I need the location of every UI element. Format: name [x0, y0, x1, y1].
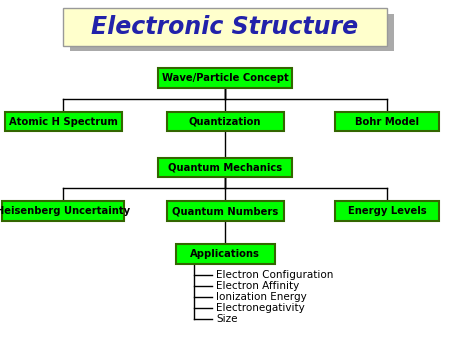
FancyBboxPatch shape	[70, 14, 394, 51]
Text: Ionization Energy: Ionization Energy	[216, 292, 307, 302]
Text: Electron Configuration: Electron Configuration	[216, 270, 333, 281]
FancyBboxPatch shape	[2, 201, 124, 221]
Text: Electronic Structure: Electronic Structure	[91, 15, 359, 39]
FancyBboxPatch shape	[335, 201, 439, 221]
Text: Quantum Numbers: Quantum Numbers	[172, 206, 278, 216]
Text: Bohr Model: Bohr Model	[355, 117, 419, 127]
FancyBboxPatch shape	[158, 158, 292, 177]
Text: Applications: Applications	[190, 249, 260, 259]
Text: Quantization: Quantization	[189, 117, 261, 127]
FancyBboxPatch shape	[4, 112, 122, 131]
FancyBboxPatch shape	[335, 112, 439, 131]
Text: Heisenberg Uncertainty: Heisenberg Uncertainty	[0, 206, 130, 216]
Text: Atomic H Spectrum: Atomic H Spectrum	[9, 117, 117, 127]
Text: Electronegativity: Electronegativity	[216, 303, 305, 313]
Text: Quantum Mechanics: Quantum Mechanics	[168, 162, 282, 172]
FancyBboxPatch shape	[166, 201, 284, 221]
Text: Electron Affinity: Electron Affinity	[216, 281, 299, 291]
FancyBboxPatch shape	[158, 68, 292, 88]
Text: Size: Size	[216, 314, 238, 324]
Text: Energy Levels: Energy Levels	[348, 206, 426, 216]
FancyBboxPatch shape	[63, 8, 387, 46]
FancyBboxPatch shape	[176, 244, 274, 264]
FancyBboxPatch shape	[166, 112, 284, 131]
Text: Wave/Particle Concept: Wave/Particle Concept	[162, 73, 288, 83]
